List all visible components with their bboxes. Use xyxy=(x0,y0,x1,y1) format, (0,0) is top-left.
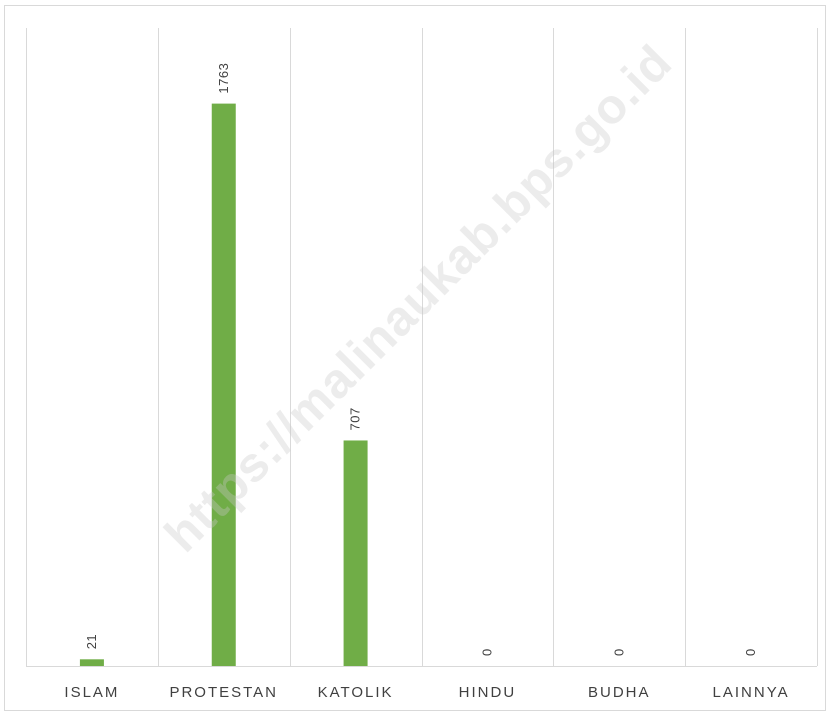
bar-protestan xyxy=(211,103,236,666)
category-tick-labels: ISLAM PROTESTAN KATOLIK HINDU BUDHA LAINNYA xyxy=(64,684,790,701)
data-label-lainnya: 0 xyxy=(743,648,758,656)
category-label-protestan: PROTESTAN xyxy=(169,684,278,701)
bars xyxy=(79,103,368,666)
bar-katolik xyxy=(343,440,368,666)
category-label-budha: BUDHA xyxy=(588,684,651,701)
data-label-katolik: 707 xyxy=(348,407,363,430)
category-label-islam: ISLAM xyxy=(64,684,119,701)
category-label-katolik: KATOLIK xyxy=(318,684,394,701)
bar-islam xyxy=(79,659,104,666)
data-labels: 21 1763 707 0 0 0 xyxy=(84,63,758,656)
gridlines xyxy=(26,28,818,667)
data-label-islam: 21 xyxy=(84,634,99,649)
category-label-lainnya: LAINNYA xyxy=(713,684,790,701)
data-label-hindu: 0 xyxy=(479,648,494,656)
chart-frame xyxy=(4,5,826,711)
category-label-hindu: HINDU xyxy=(459,684,517,701)
data-label-protestan: 1763 xyxy=(216,63,231,94)
data-label-budha: 0 xyxy=(611,648,626,656)
